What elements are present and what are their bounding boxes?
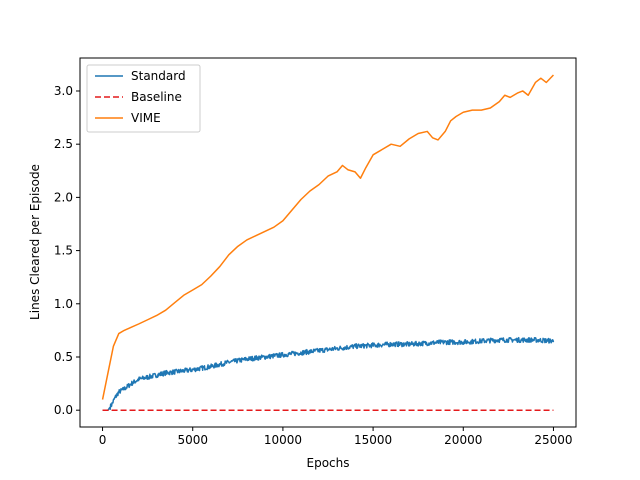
legend: Standard Baseline VIME <box>86 64 201 133</box>
legend-label-standard: Standard <box>131 69 186 83</box>
plot-area <box>101 74 555 411</box>
x-tick-label: 25000 <box>534 433 572 447</box>
x-axis-label: Epochs <box>307 456 350 470</box>
y-axis-label: Lines Cleared per Episode <box>28 164 42 320</box>
x-axis: 0 5000 10000 15000 20000 25000 <box>99 427 573 447</box>
legend-label-baseline: Baseline <box>131 90 182 104</box>
y-axis: 0.0 0.5 1.0 1.5 2.0 2.5 3.0 <box>54 84 80 417</box>
series-line-vime <box>101 74 554 400</box>
x-tick-label: 20000 <box>444 433 482 447</box>
y-tick-label: 3.0 <box>54 84 73 98</box>
x-tick-label: 10000 <box>264 433 302 447</box>
y-tick-label: 0.5 <box>54 350 73 364</box>
series-line-standard <box>102 336 555 411</box>
y-tick-label: 2.5 <box>54 137 73 151</box>
x-tick-label: 15000 <box>354 433 392 447</box>
x-tick-label: 5000 <box>177 433 208 447</box>
x-tick-label: 0 <box>99 433 107 447</box>
plot-frame <box>79 57 577 428</box>
legend-label-vime: VIME <box>131 111 161 125</box>
legend-box <box>86 64 201 133</box>
y-tick-label: 0.0 <box>54 403 73 417</box>
y-tick-label: 1.5 <box>54 244 73 258</box>
y-tick-label: 2.0 <box>54 190 73 204</box>
y-tick-label: 1.0 <box>54 297 73 311</box>
